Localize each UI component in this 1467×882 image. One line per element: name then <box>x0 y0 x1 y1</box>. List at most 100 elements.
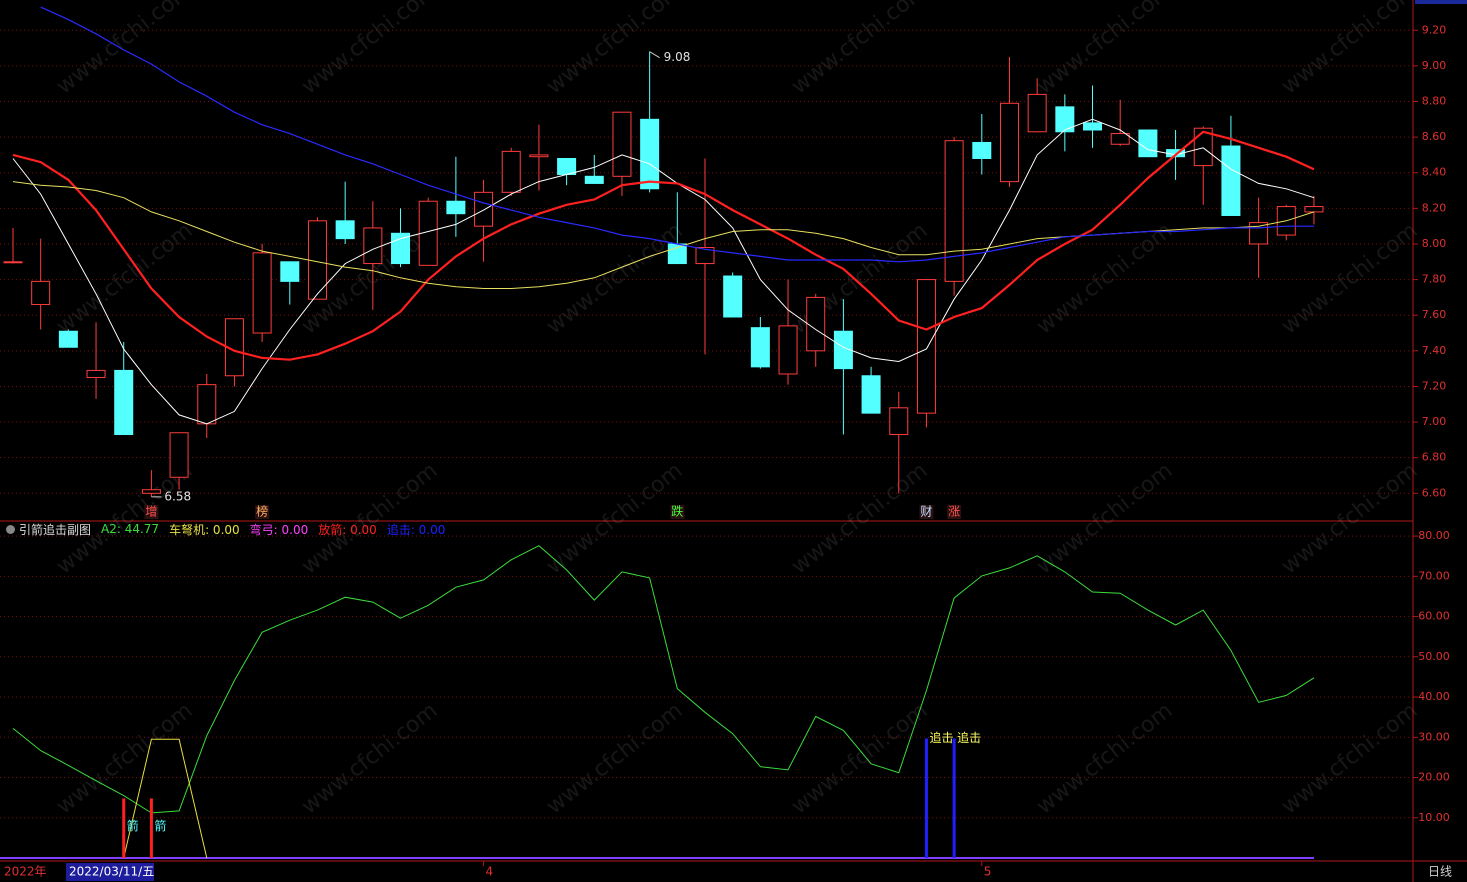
candle-body <box>695 247 715 265</box>
y-tick-label: 8.80 <box>1422 95 1447 108</box>
candle-body <box>446 200 466 215</box>
candle-body <box>31 280 51 306</box>
watermark: www.cfchi.com <box>1277 218 1422 339</box>
candle-body <box>418 200 438 266</box>
signal-bar <box>952 738 956 858</box>
watermark: www.cfchi.com <box>297 458 442 579</box>
watermark: www.cfchi.com <box>787 698 932 819</box>
watermark: www.cfchi.com <box>787 0 932 99</box>
low-label: 6.58 <box>164 489 191 503</box>
signal-label: 涨 <box>948 504 960 519</box>
legend-entry: 放箭: 0.00 <box>318 522 377 537</box>
y-tick-label: 60.00 <box>1418 610 1450 623</box>
y-tick-label: 7.00 <box>1422 415 1447 428</box>
candle-body <box>861 375 881 414</box>
watermark: www.cfchi.com <box>1032 0 1177 99</box>
y-tick-label: 8.40 <box>1422 166 1447 179</box>
candle-body <box>474 191 494 227</box>
line <box>12 545 1315 814</box>
legend-entry: 追击: 0.00 <box>386 522 446 537</box>
line <box>12 118 1315 425</box>
signal-box <box>144 505 159 519</box>
line <box>12 130 1315 361</box>
candle-body <box>529 154 549 158</box>
watermark: www.cfchi.com <box>1277 0 1422 99</box>
candle-body <box>141 489 161 494</box>
watermark: www.cfchi.com <box>52 218 197 339</box>
candle-body <box>363 227 383 265</box>
y-tick-label: 7.40 <box>1422 344 1447 357</box>
candle-body <box>1055 106 1075 133</box>
candle-body <box>999 102 1019 183</box>
line <box>123 738 208 859</box>
legend: 引箭追击副图 A2: 44.77 车弩机: 0.00 弯弓: 0.00 放箭: 0.00… <box>6 521 455 537</box>
candle-body <box>280 261 300 282</box>
candle-body <box>972 141 992 159</box>
signal-bar <box>924 738 928 858</box>
y-tick-label: 7.80 <box>1422 273 1447 286</box>
bar-label: 箭 <box>154 818 166 833</box>
indicator-title: 引箭追击副图 <box>19 522 92 537</box>
candle-body <box>778 325 798 375</box>
high-label: 9.08 <box>664 50 691 64</box>
watermark: www.cfchi.com <box>297 0 442 99</box>
x-axis-start: 2022年 <box>4 865 47 879</box>
candle-body <box>501 150 521 193</box>
watermark: www.cfchi.com <box>1277 458 1422 579</box>
x-tick-label: 5 <box>984 865 992 879</box>
candle-body <box>944 140 964 282</box>
candle-body <box>1304 206 1324 213</box>
y-tick-label: 8.00 <box>1422 237 1447 250</box>
y-tick-label: 7.20 <box>1422 379 1447 392</box>
candle-body <box>1138 129 1158 158</box>
signal-box <box>670 505 685 519</box>
watermark: www.cfchi.com <box>1032 218 1177 339</box>
candle-body <box>1027 93 1047 133</box>
candle-body <box>197 384 217 425</box>
candle-body <box>833 330 853 370</box>
x-tick-label: 4 <box>486 865 494 879</box>
candle-body <box>667 243 687 265</box>
signal-label: 增 <box>145 505 157 519</box>
watermark: www.cfchi.com <box>1277 698 1422 819</box>
annotation-arrow <box>649 51 660 59</box>
watermark: www.cfchi.com <box>542 458 687 579</box>
cursor-date-box <box>66 863 154 881</box>
bar-label: 箭 <box>127 818 139 833</box>
y-tick-label: 9.20 <box>1422 23 1447 36</box>
signal-label: 跌 <box>671 504 683 519</box>
candle-body <box>723 275 743 318</box>
candle-body <box>58 330 78 348</box>
candle-body <box>3 261 23 264</box>
y-tick-label: 30.00 <box>1418 730 1450 743</box>
y-tick-label: 70.00 <box>1418 569 1450 582</box>
candle-body <box>86 369 106 379</box>
corner-box <box>1415 0 1467 4</box>
candle-body <box>1221 145 1241 216</box>
candle-body <box>169 432 189 478</box>
bar-label: 追击 <box>929 730 953 745</box>
candle-body <box>1193 127 1213 167</box>
candle-body <box>584 175 604 184</box>
signal-label: 榜 <box>256 504 268 519</box>
y-tick-label: 20.00 <box>1418 771 1450 784</box>
y-tick-label: 10.00 <box>1418 811 1450 824</box>
candle-body <box>1110 133 1130 145</box>
y-tick-label: 6.60 <box>1422 486 1447 499</box>
candle-body <box>916 279 936 414</box>
candle-body <box>640 118 660 190</box>
legend-entry: 弯弓: 0.00 <box>249 522 309 537</box>
candle-body <box>557 157 577 176</box>
candle-body <box>114 369 134 436</box>
cursor-date: 2022/03/11/五 <box>69 865 154 879</box>
candle-body <box>806 296 826 352</box>
candle-body <box>889 407 909 436</box>
y-tick-label: 80.00 <box>1418 529 1450 542</box>
y-tick-label: 40.00 <box>1418 690 1450 703</box>
y-tick-label: 8.20 <box>1422 201 1447 214</box>
watermark: www.cfchi.com <box>542 698 687 819</box>
watermark: www.cfchi.com <box>297 698 442 819</box>
y-tick-label: 6.80 <box>1422 451 1447 464</box>
